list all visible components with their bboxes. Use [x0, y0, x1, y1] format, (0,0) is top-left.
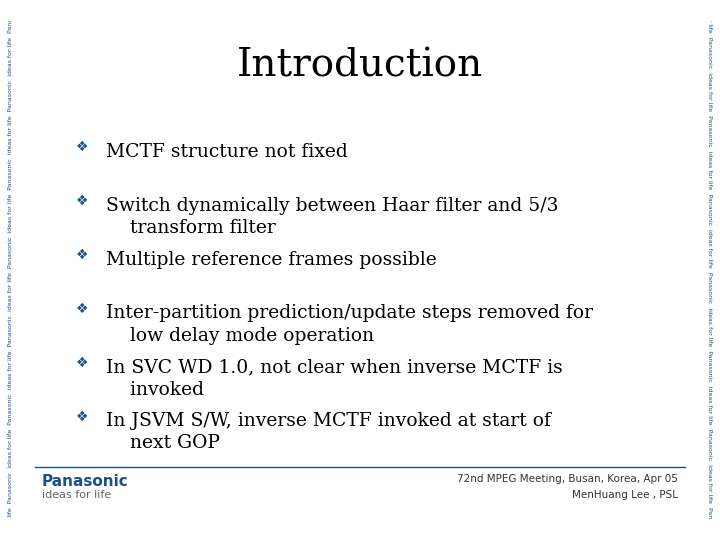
Text: Introduction: Introduction [237, 48, 483, 85]
Text: Inter-partition prediction/update steps removed for
    low delay mode operation: Inter-partition prediction/update steps … [107, 305, 593, 345]
Text: ❖: ❖ [76, 410, 89, 424]
Text: Switch dynamically between Haar filter and 5/3
    transform filter: Switch dynamically between Haar filter a… [107, 197, 559, 237]
Text: ideas for life: ideas for life [42, 490, 111, 500]
Text: In JSVM S/W, inverse MCTF invoked at start of
    next GOP: In JSVM S/W, inverse MCTF invoked at sta… [107, 412, 551, 453]
Text: ❖: ❖ [76, 248, 89, 262]
Text: Multiple reference frames possible: Multiple reference frames possible [107, 251, 437, 268]
FancyBboxPatch shape [18, 18, 702, 522]
Text: Panasonic  ideas for life  Panasonic  ideas for life  Panasonic  ideas for life : Panasonic ideas for life Panasonic ideas… [707, 0, 711, 540]
Text: In SVC WD 1.0, not clear when inverse MCTF is
    invoked: In SVC WD 1.0, not clear when inverse MC… [107, 359, 563, 399]
Text: Panasonic: Panasonic [42, 474, 129, 489]
Text: ❖: ❖ [76, 140, 89, 154]
Text: 72nd MPEG Meeting, Busan, Korea, Apr 05: 72nd MPEG Meeting, Busan, Korea, Apr 05 [457, 474, 678, 484]
Text: MCTF structure not fixed: MCTF structure not fixed [107, 143, 348, 161]
Text: Panasonic  ideas for life  Panasonic  ideas for life  Panasonic  ideas for life : Panasonic ideas for life Panasonic ideas… [53, 7, 667, 16]
Text: ❖: ❖ [76, 302, 89, 316]
Text: Panasonic  ideas for life  Panasonic  ideas for life  Panasonic  ideas for life : Panasonic ideas for life Panasonic ideas… [53, 526, 667, 535]
Text: ❖: ❖ [76, 194, 89, 208]
Text: MenHuang Lee , PSL: MenHuang Lee , PSL [572, 490, 678, 500]
Text: ❖: ❖ [76, 356, 89, 370]
Text: Panasonic  ideas for life  Panasonic  ideas for life  Panasonic  ideas for life : Panasonic ideas for life Panasonic ideas… [9, 0, 13, 540]
